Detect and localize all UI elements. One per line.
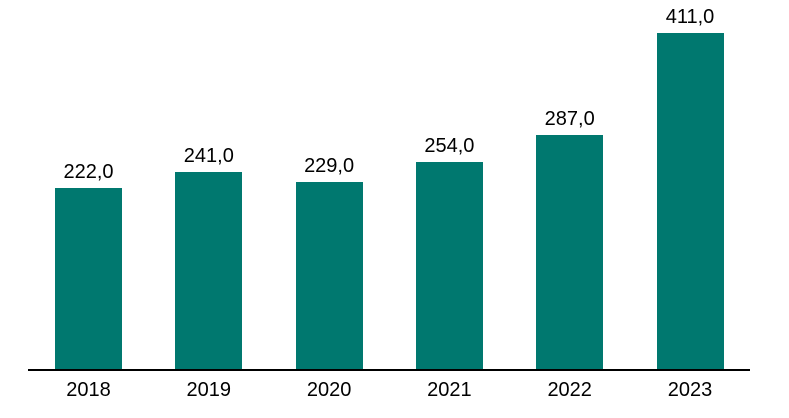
bar-value-label: 411,0	[665, 5, 715, 28]
x-axis-tick-label: 2023	[667, 379, 713, 401]
bar-value-label: 229,0	[304, 155, 355, 178]
bar-2019	[175, 172, 243, 370]
x-axis-tick-label: 2019	[186, 379, 232, 401]
bar-2022	[536, 134, 604, 370]
bar-value-label: 222,0	[63, 160, 114, 183]
x-axis-tick-label: 2018	[66, 379, 111, 401]
x-axis-tick-label: 2021	[427, 379, 472, 401]
bar-2018	[55, 187, 122, 370]
bar-2021	[415, 161, 483, 370]
bar-value-label: 287,0	[544, 107, 595, 130]
x-axis-line	[28, 369, 750, 371]
bar-value-label: 241,0	[183, 145, 234, 168]
x-axis-tick-label: 2020	[306, 379, 352, 401]
x-axis-tick-label: 2022	[547, 379, 592, 401]
bar-2020	[295, 182, 363, 370]
bar-value-label: 254,0	[424, 134, 475, 157]
bar-2023	[656, 32, 724, 370]
